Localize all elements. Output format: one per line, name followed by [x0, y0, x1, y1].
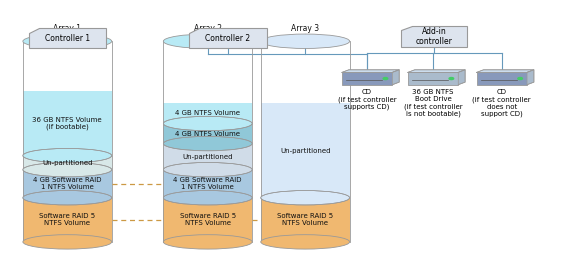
Text: Array 3: Array 3: [291, 24, 319, 33]
Text: Software RAID 5
NTFS Volume: Software RAID 5 NTFS Volume: [180, 213, 236, 226]
Bar: [23, 156, 112, 170]
Text: Controller 2: Controller 2: [205, 34, 251, 43]
Text: 4 GB NTFS Volume: 4 GB NTFS Volume: [175, 131, 240, 137]
Text: 36 GB NTFS
Boot Drive
(if test controller
is not bootable): 36 GB NTFS Boot Drive (if test controlle…: [404, 89, 463, 117]
Ellipse shape: [23, 162, 112, 177]
Circle shape: [518, 77, 522, 80]
Bar: [408, 72, 458, 85]
Text: Array 2: Array 2: [194, 24, 222, 33]
Bar: [164, 144, 252, 170]
Polygon shape: [29, 28, 106, 48]
Text: CD
(if test controller
supports CD): CD (if test controller supports CD): [338, 89, 396, 110]
Ellipse shape: [164, 191, 252, 205]
Bar: [261, 198, 350, 242]
Text: Array 1: Array 1: [54, 24, 81, 33]
Ellipse shape: [164, 136, 252, 151]
Polygon shape: [527, 70, 534, 85]
Text: Software RAID 5
NTFS Volume: Software RAID 5 NTFS Volume: [277, 213, 334, 226]
Bar: [23, 198, 112, 242]
Polygon shape: [408, 70, 465, 72]
Ellipse shape: [23, 148, 112, 163]
Bar: [23, 92, 112, 156]
Polygon shape: [458, 70, 465, 85]
Bar: [164, 124, 252, 144]
Text: Add-in
controller: Add-in controller: [416, 27, 453, 46]
Text: CD
(if test controller
does not
support CD): CD (if test controller does not support …: [472, 89, 531, 117]
Text: Un-partitioned: Un-partitioned: [183, 154, 233, 160]
Polygon shape: [476, 70, 534, 72]
Text: Controller 1: Controller 1: [45, 34, 90, 43]
Bar: [164, 103, 252, 124]
Ellipse shape: [261, 34, 350, 48]
Ellipse shape: [23, 191, 112, 205]
Bar: [342, 72, 392, 85]
Text: Un-partitioned: Un-partitioned: [42, 160, 93, 166]
Ellipse shape: [261, 235, 350, 249]
Bar: [164, 198, 252, 242]
Text: 36 GB NTFS Volume
(if bootable): 36 GB NTFS Volume (if bootable): [32, 117, 102, 130]
Text: 4 GB Software RAID
1 NTFS Volume: 4 GB Software RAID 1 NTFS Volume: [33, 177, 101, 190]
Ellipse shape: [164, 116, 252, 131]
Bar: [261, 103, 350, 198]
Text: Software RAID 5
NTFS Volume: Software RAID 5 NTFS Volume: [39, 213, 96, 226]
Ellipse shape: [164, 34, 252, 48]
Text: 4 GB NTFS Volume: 4 GB NTFS Volume: [175, 110, 240, 116]
Polygon shape: [401, 26, 467, 47]
Text: Un-partitioned: Un-partitioned: [280, 148, 331, 154]
Polygon shape: [392, 70, 399, 85]
Ellipse shape: [23, 235, 112, 249]
Circle shape: [449, 77, 454, 80]
Bar: [476, 72, 527, 85]
Ellipse shape: [23, 34, 112, 48]
Ellipse shape: [261, 191, 350, 205]
Polygon shape: [189, 28, 267, 48]
Text: 4 GB Software RAID
1 NTFS Volume: 4 GB Software RAID 1 NTFS Volume: [173, 177, 242, 190]
Ellipse shape: [164, 235, 252, 249]
Bar: [23, 170, 112, 198]
Bar: [164, 170, 252, 198]
Ellipse shape: [164, 162, 252, 177]
Circle shape: [383, 77, 388, 80]
Polygon shape: [342, 70, 399, 72]
